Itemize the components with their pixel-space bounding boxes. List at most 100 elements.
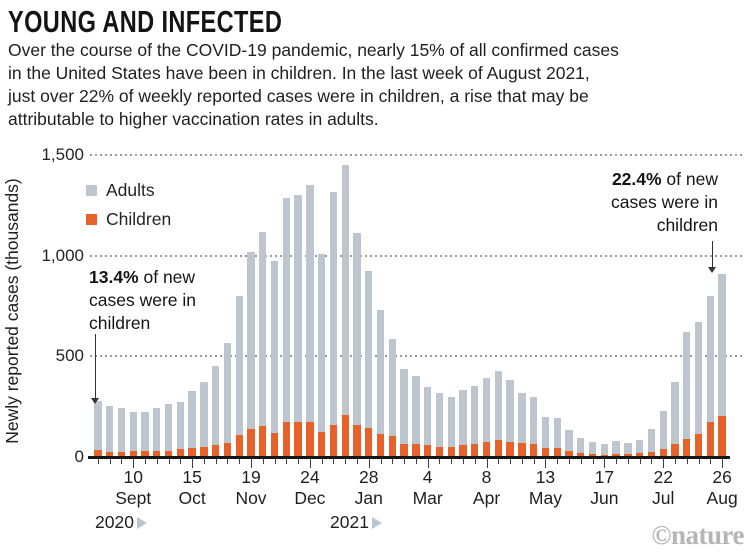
- right-triangle-icon: [136, 516, 147, 529]
- x-minor-tick: [274, 459, 276, 464]
- bar-children-segment: [694, 433, 703, 457]
- stacked-bar-week-2: [106, 406, 114, 457]
- stacked-bar-week-45: [612, 440, 620, 457]
- bar-adults-segment: [282, 197, 290, 423]
- x-major-tick: [192, 459, 194, 468]
- tick-month: Nov: [235, 488, 267, 508]
- stacked-bar-week-8: [176, 401, 184, 457]
- x-minor-tick: [262, 459, 264, 464]
- stacked-bar-week-31: [447, 397, 455, 457]
- tick-day: 26: [712, 467, 732, 487]
- bar-children-segment: [94, 449, 102, 457]
- bar-adults-segment: [459, 389, 467, 445]
- tick-day: 4: [422, 467, 433, 487]
- x-major-tick: [604, 459, 606, 468]
- bar-children-segment: [341, 414, 349, 457]
- bar-adults-segment: [306, 184, 314, 423]
- bar-adults-segment: [388, 339, 396, 437]
- gridline-1500: [90, 154, 742, 157]
- subtitle-line: in the United States have been in childr…: [8, 63, 590, 83]
- bar-children-segment: [141, 450, 149, 457]
- subtitle-line: attributable to higher vaccination rates…: [8, 109, 379, 129]
- year-label: 2020: [95, 512, 134, 532]
- x-minor-tick: [180, 459, 182, 464]
- x-minor-tick: [498, 459, 500, 464]
- x-major-tick: [368, 459, 370, 468]
- gridline-1000: [90, 254, 742, 257]
- x-minor-tick: [239, 459, 241, 464]
- x-minor-tick: [97, 459, 99, 464]
- bar-adults-segment: [106, 406, 114, 452]
- x-minor-tick: [710, 459, 712, 464]
- x-minor-tick: [298, 459, 300, 464]
- tick-day: 15: [182, 467, 202, 487]
- bar-adults-segment: [624, 443, 632, 455]
- bar-children-segment: [282, 422, 290, 457]
- stacked-bar-week-32: [459, 389, 467, 457]
- x-minor-tick: [592, 459, 594, 464]
- x-major-tick: [251, 459, 252, 468]
- bar-children-segment: [412, 444, 420, 457]
- figure-subtitle: Over the course of the COVID-19 pandemic…: [8, 39, 619, 131]
- x-minor-tick: [321, 459, 323, 464]
- bar-children-segment: [212, 444, 220, 457]
- bar-adults-segment: [435, 393, 444, 448]
- bar-adults-segment: [706, 295, 714, 423]
- bar-adults-segment: [329, 191, 338, 425]
- x-minor-tick: [698, 459, 700, 464]
- x-major-tick: [309, 459, 311, 468]
- bar-children-segment: [459, 444, 467, 457]
- bar-children-segment: [565, 450, 573, 457]
- bar-children-segment: [647, 451, 656, 457]
- bar-adults-segment: [365, 271, 373, 429]
- bar-children-segment: [153, 450, 161, 457]
- bar-adults-segment: [447, 397, 455, 447]
- bar-children-segment: [577, 452, 585, 457]
- bar-children-segment: [471, 444, 479, 457]
- bar-children-segment: [659, 449, 667, 457]
- legend-label-children: Children: [106, 209, 172, 229]
- bar-children-segment: [624, 454, 632, 457]
- stacked-bar-week-36: [506, 380, 514, 457]
- annotation-first-week: 13.4% of new cases were in children: [89, 266, 211, 335]
- tick-day: 13: [535, 467, 556, 487]
- bar-children-segment: [506, 441, 514, 457]
- bar-adults-segment: [200, 382, 208, 447]
- bar-adults-segment: [294, 194, 302, 422]
- bar-children-segment: [176, 448, 184, 457]
- bar-adults-segment: [530, 397, 538, 445]
- bar-adults-segment: [376, 310, 385, 434]
- bar-children-segment: [518, 443, 526, 457]
- bar-adults-segment: [212, 366, 220, 445]
- bar-children-segment: [318, 432, 326, 457]
- x-minor-tick: [510, 459, 512, 464]
- subtitle-line: just over 22% of weekly reported cases w…: [8, 86, 589, 106]
- bar-children-segment: [718, 416, 726, 457]
- x-minor-tick: [286, 459, 288, 464]
- stacked-bar-week-29: [424, 386, 432, 457]
- x-tick-label-22-Jul: 22 Jul: [652, 467, 674, 509]
- bar-adults-segment: [341, 165, 349, 415]
- x-major-tick: [722, 459, 724, 468]
- bar-children-segment: [106, 451, 114, 457]
- bar-children-segment: [388, 436, 396, 457]
- plot-area: [90, 150, 742, 457]
- bar-adults-segment: [400, 368, 408, 444]
- bar-adults-segment: [176, 401, 184, 449]
- x-minor-tick: [616, 459, 618, 464]
- x-minor-tick: [121, 459, 123, 464]
- x-minor-tick: [156, 459, 158, 464]
- y-tick-label-1500: 1,500: [41, 145, 84, 165]
- tick-month: Jan: [354, 488, 383, 508]
- legend-item-adults: Adults: [86, 180, 171, 201]
- tick-month: Jun: [590, 488, 619, 508]
- stacked-bar-week-53: [706, 295, 714, 457]
- gridline-500: [90, 355, 742, 358]
- stacked-bar-week-43: [588, 442, 597, 457]
- stacked-bar-week-54: [718, 274, 726, 457]
- x-minor-tick: [580, 459, 582, 464]
- x-axis-tick-labels: 10 Sept 15 Oct 19 Nov 24 Dec 28 Jan 4 Mar 8 Apr 13 May 1…: [92, 467, 737, 513]
- bar-children-segment: [671, 443, 679, 457]
- stacked-bar-week-1: [94, 400, 102, 457]
- stacked-bar-week-27: [400, 368, 408, 457]
